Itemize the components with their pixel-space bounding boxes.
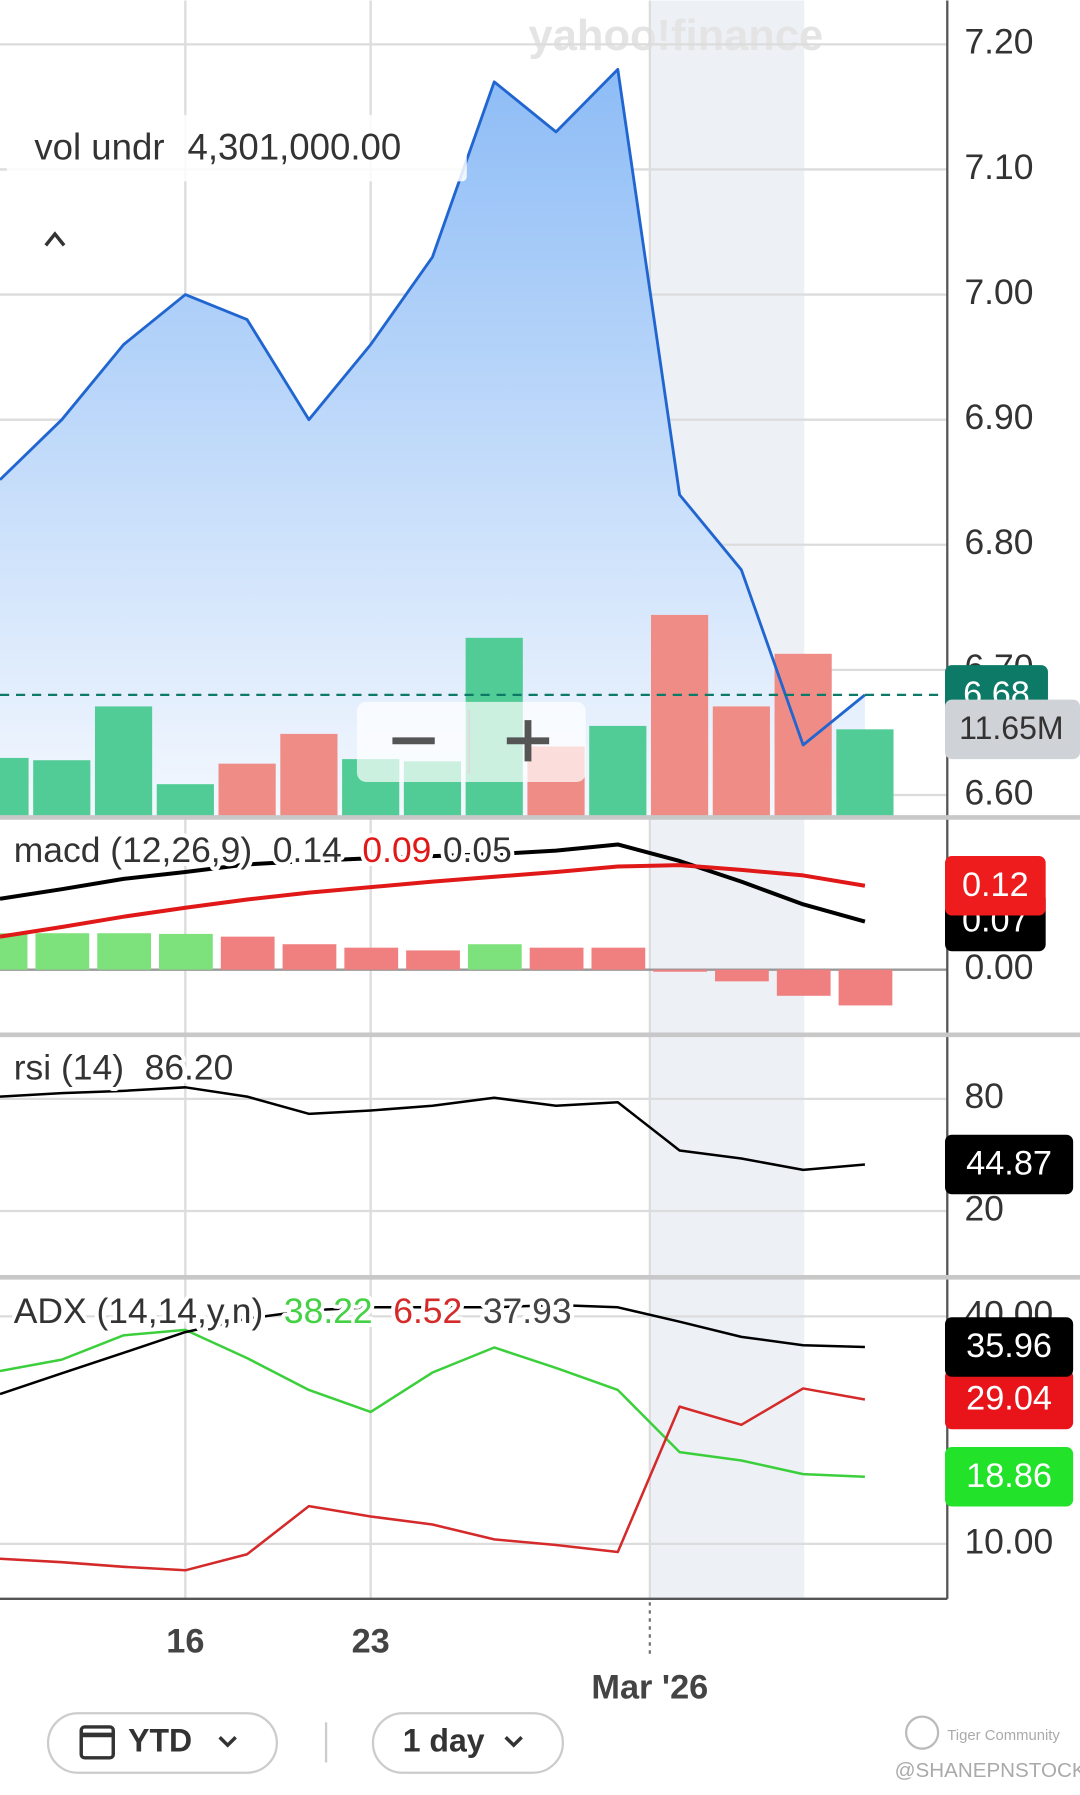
histogram-bar (220, 936, 275, 970)
legend-box (6, 114, 467, 182)
y-tick-label: 7.00 (964, 272, 1033, 312)
zoom-panel (356, 701, 586, 782)
indicator-line (0, 842, 866, 924)
legend-value: 0.09 (362, 830, 431, 870)
legend-name: vol undr (34, 126, 164, 167)
watermark: yahoo!finance (529, 12, 824, 60)
histogram-bar (776, 969, 831, 996)
volume-bar (280, 733, 338, 817)
value-tag (945, 1134, 1074, 1195)
volume-bar (650, 614, 709, 817)
volume-bar (774, 653, 832, 817)
price-line (0, 67, 866, 747)
zoom-in[interactable] (506, 720, 550, 762)
legend: vol undr 4,301,000.00 (34, 126, 401, 167)
legend-value: 0.14 (273, 830, 342, 870)
range-button[interactable]: YTD (46, 1712, 279, 1774)
histogram-bar (159, 933, 213, 970)
legend-value: 86.20 (145, 1048, 234, 1088)
x-period-label: Mar '26 (591, 1668, 708, 1706)
volume-bar (589, 725, 647, 817)
legend-value: 4,301,000.00 (187, 126, 401, 167)
histogram-bar (35, 933, 90, 970)
value-tag (945, 1369, 1074, 1430)
interval-pill[interactable] (371, 1712, 565, 1774)
community-credit: Tiger Community (947, 1728, 1060, 1744)
legend-name: rsi (14) (14, 1048, 124, 1088)
x-tick-label: 23 (352, 1622, 390, 1660)
histogram-bar (467, 944, 522, 970)
interval-button[interactable]: 1 day (371, 1712, 565, 1774)
marks-layer (0, 67, 948, 1572)
value-tag-label: 44.87 (966, 1145, 1052, 1183)
community-logo (904, 1715, 940, 1750)
volume-bar (156, 784, 214, 817)
value-tag (945, 1446, 1074, 1507)
legend-value: 37.93 (483, 1291, 572, 1331)
value-tag-label: 29.04 (966, 1380, 1052, 1418)
volume-bar (836, 729, 894, 817)
value-tag-label: 18.86 (966, 1457, 1052, 1495)
histogram-bar (97, 933, 152, 970)
legend-name: macd (12,26,9) (14, 830, 252, 870)
value-tag-label: 11.65M (959, 710, 1063, 746)
calendar-icon (79, 1725, 115, 1760)
histogram-bar (591, 947, 646, 970)
value-tag (945, 1317, 1074, 1377)
range-label[interactable]: YTD (128, 1722, 192, 1758)
legend: rsi (14) 86.20 (14, 1048, 234, 1088)
legend-value: 38.22 (284, 1291, 373, 1331)
y-tick-label: 0.00 (964, 947, 1033, 987)
chevron (504, 1736, 523, 1748)
value-tag-label: 35.96 (966, 1327, 1052, 1365)
histogram-bar (282, 944, 337, 970)
x-tick-label: 16 (166, 1622, 204, 1660)
y-tick-label: 6.90 (964, 397, 1033, 437)
value-tag (945, 699, 1080, 760)
y-tick-label: 10.00 (964, 1521, 1053, 1561)
histogram-bar (406, 950, 460, 970)
collapse-icon[interactable] (44, 231, 66, 247)
value-tag (945, 856, 1046, 916)
y-tick-label: 80 (964, 1076, 1003, 1116)
histogram-bar (653, 969, 708, 972)
histogram-bar (838, 969, 893, 1006)
y-tick-label: 6.60 (964, 772, 1033, 812)
histogram-bar (344, 947, 399, 970)
histogram-bar (0, 933, 28, 970)
y-tick-label: 7.20 (964, 22, 1033, 62)
indicator-line (0, 863, 866, 939)
indicator-line (0, 1303, 865, 1396)
legend: ADX (14,14,y,n) 38.22 6.52 37.93 (14, 1291, 572, 1331)
price-area (0, 69, 865, 817)
chevron (218, 1736, 237, 1748)
y-tick-label: 7.10 (964, 147, 1033, 187)
histogram-bar (715, 969, 769, 982)
volume-bar (218, 763, 276, 817)
value-tag-label: 0.12 (962, 866, 1029, 904)
volume-bar (94, 706, 153, 817)
volume-bar (33, 760, 91, 817)
zoom-control (356, 701, 586, 782)
legend-name: ADX (14,14,y,n) (14, 1291, 264, 1331)
histogram-bar (529, 947, 584, 970)
handle-credit: @SHANEPNSTOCK (895, 1759, 1080, 1782)
indicator-line (0, 1086, 866, 1172)
y-tick-label: 6.80 (964, 522, 1033, 562)
volume-bar (712, 706, 770, 817)
interval-label[interactable]: 1 day (403, 1722, 485, 1758)
legend-value: 6.52 (393, 1291, 462, 1331)
indicator-line (0, 1328, 865, 1478)
volume-bar (0, 757, 29, 817)
legend: macd (12,26,9) 0.14 0.09 0.05 (14, 830, 512, 870)
indicator-line (0, 1387, 866, 1572)
y-tick-label: 20 (964, 1188, 1003, 1228)
legend-value: 0.05 (443, 830, 512, 870)
